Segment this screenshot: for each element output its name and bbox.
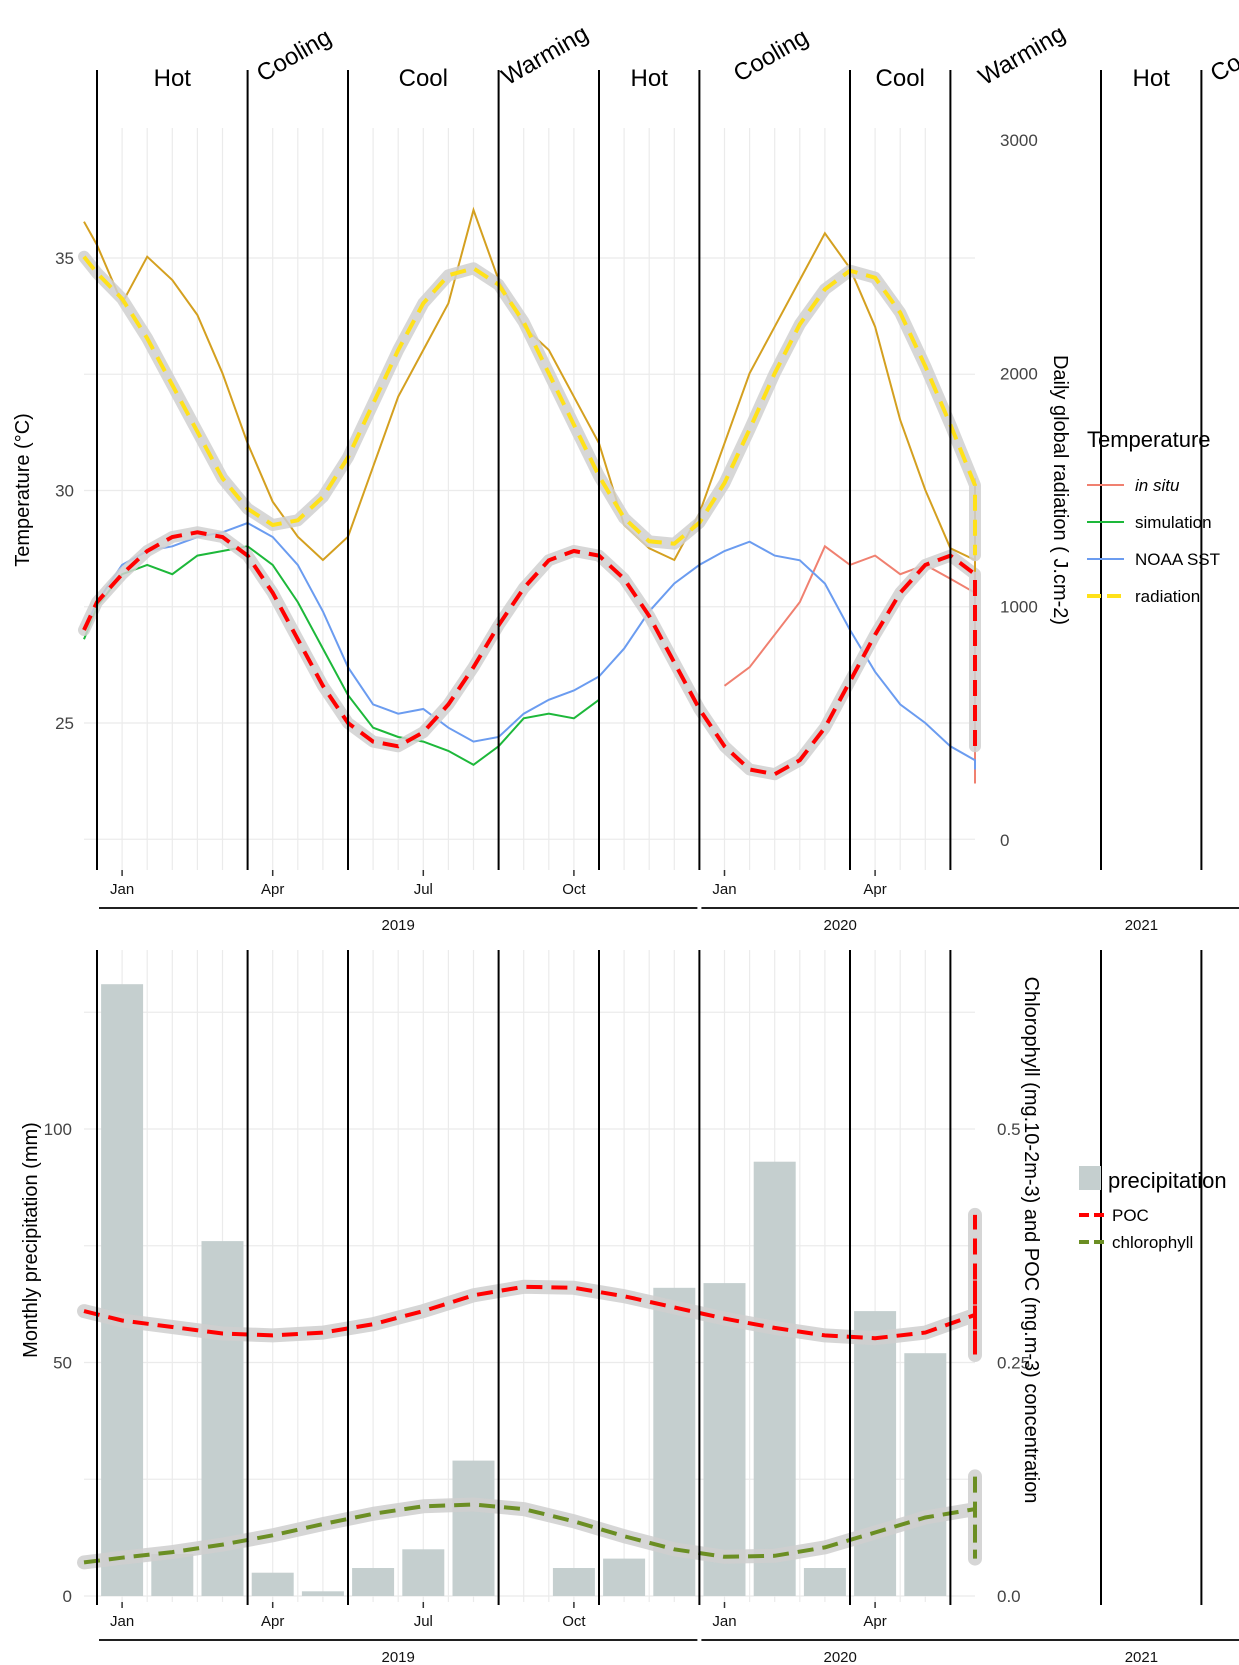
precipitation-bar <box>603 1558 646 1596</box>
series-line-NOAA-SST <box>83 521 976 770</box>
precipitation-bar <box>402 1549 445 1596</box>
temperature-radiation-chart: 25 30 35 0 1000 2000 3000 Temperature (°C) Daily… <box>12 20 1239 934</box>
phase-label: Warming <box>497 20 593 91</box>
phase-label: Hot <box>154 65 192 92</box>
precipitation-bar <box>101 984 144 1596</box>
precipitation-bar <box>251 1572 294 1596</box>
year-label: 2020 <box>824 1649 857 1665</box>
trend-ribbon <box>78 250 981 562</box>
year-label: 2020 <box>824 917 857 934</box>
legend-key-box <box>1079 1166 1101 1190</box>
phase-label: Hot <box>631 65 669 92</box>
phase-label: Hot <box>1133 65 1171 92</box>
precipitation-bar <box>803 1568 846 1596</box>
legend-entry-label: NOAA SST <box>1135 550 1220 569</box>
x-tick-label: Jan <box>110 1613 134 1630</box>
phase-label: Cooling <box>1206 23 1239 87</box>
legend-entry-label: precipitation <box>1108 1168 1227 1193</box>
phase-label: Warming <box>974 20 1070 91</box>
year-label: 2021 <box>1125 1649 1158 1665</box>
x-tick-label: Apr <box>863 1613 886 1630</box>
x-tick-label: Jul <box>414 881 433 898</box>
y-tick-label: 25 <box>55 714 74 733</box>
y-right-axis-title: Daily global radiation ( J.cm-2) <box>1049 355 1071 625</box>
legend-entry-label: chlorophyll <box>1112 1233 1193 1252</box>
y-right-tick-label: 1000 <box>1000 598 1038 617</box>
phase-label: Cool <box>399 65 448 92</box>
phase-label: Cooling <box>729 23 813 87</box>
x-tick-label: Jan <box>712 1613 736 1630</box>
y-tick-label: 35 <box>55 249 74 268</box>
x-tick-label: Jul <box>414 1613 433 1630</box>
x-tick-label: Oct <box>562 881 586 898</box>
year-label: 2019 <box>382 1649 415 1665</box>
precipitation-bar <box>452 1460 495 1596</box>
series-line-radiation-trend <box>82 255 977 556</box>
y-right-tick-label: 3000 <box>1000 131 1038 150</box>
y-axis-title: Monthly precipitation (mm) <box>20 1122 42 1358</box>
y-right-tick-label: 0.5 <box>997 1120 1021 1139</box>
precipitation-bar <box>552 1568 595 1596</box>
x-tick-label: Oct <box>562 1613 586 1630</box>
x-tick-label: Apr <box>261 1613 284 1630</box>
series-line-radiation <box>83 206 976 572</box>
y-tick-label: 0 <box>63 1587 72 1606</box>
phase-label: Cool <box>876 65 925 92</box>
legend-entry-label: radiation <box>1135 587 1200 606</box>
legend-entry-label: in situ <box>1135 476 1180 495</box>
precipitation-bar <box>753 1161 796 1596</box>
y-right-tick-label: 2000 <box>1000 364 1038 383</box>
series-line-temperature-trend <box>82 530 977 777</box>
series-line-POC <box>83 1214 977 1355</box>
y-right-axis-title: Chlorophyll (mg.10-2m-3) and POC (mg.m-3… <box>1020 977 1042 1504</box>
legend-entry-label: POC <box>1112 1206 1149 1225</box>
series-line-chlorophyll <box>83 1476 977 1565</box>
precipitation-bar <box>703 1283 746 1596</box>
legend-entry-label: simulation <box>1135 513 1212 532</box>
trend-ribbon <box>78 526 981 781</box>
y-tick-label: 100 <box>44 1120 72 1139</box>
year-label: 2021 <box>1125 917 1158 934</box>
x-tick-label: Apr <box>261 881 284 898</box>
year-label: 2019 <box>382 917 415 934</box>
precipitation-poc-chlorophyll-chart: 0 50 100 0.0 0.25 0.5 Monthly precipitation (m… <box>20 950 1239 1665</box>
series-line-simulation <box>83 545 600 766</box>
y-right-tick-label: 0.0 <box>997 1587 1021 1606</box>
legend-title: Temperature <box>1087 427 1211 452</box>
precipitation-bar <box>352 1568 395 1596</box>
x-tick-label: Jan <box>712 881 736 898</box>
y-tick-label: 30 <box>55 482 74 501</box>
precipitation-bar <box>854 1311 897 1596</box>
y-right-tick-label: 0.25 <box>997 1354 1030 1373</box>
precipitation-bar <box>301 1591 344 1596</box>
x-tick-label: Jan <box>110 881 134 898</box>
y-tick-label: 50 <box>53 1354 72 1373</box>
precipitation-bar <box>151 1554 194 1596</box>
y-axis-title: Temperature (°C) <box>12 413 34 567</box>
phase-label: Cooling <box>252 23 336 87</box>
x-tick-label: Apr <box>863 881 886 898</box>
y-right-tick-label: 0 <box>1000 831 1009 850</box>
precipitation-bar <box>904 1353 947 1596</box>
